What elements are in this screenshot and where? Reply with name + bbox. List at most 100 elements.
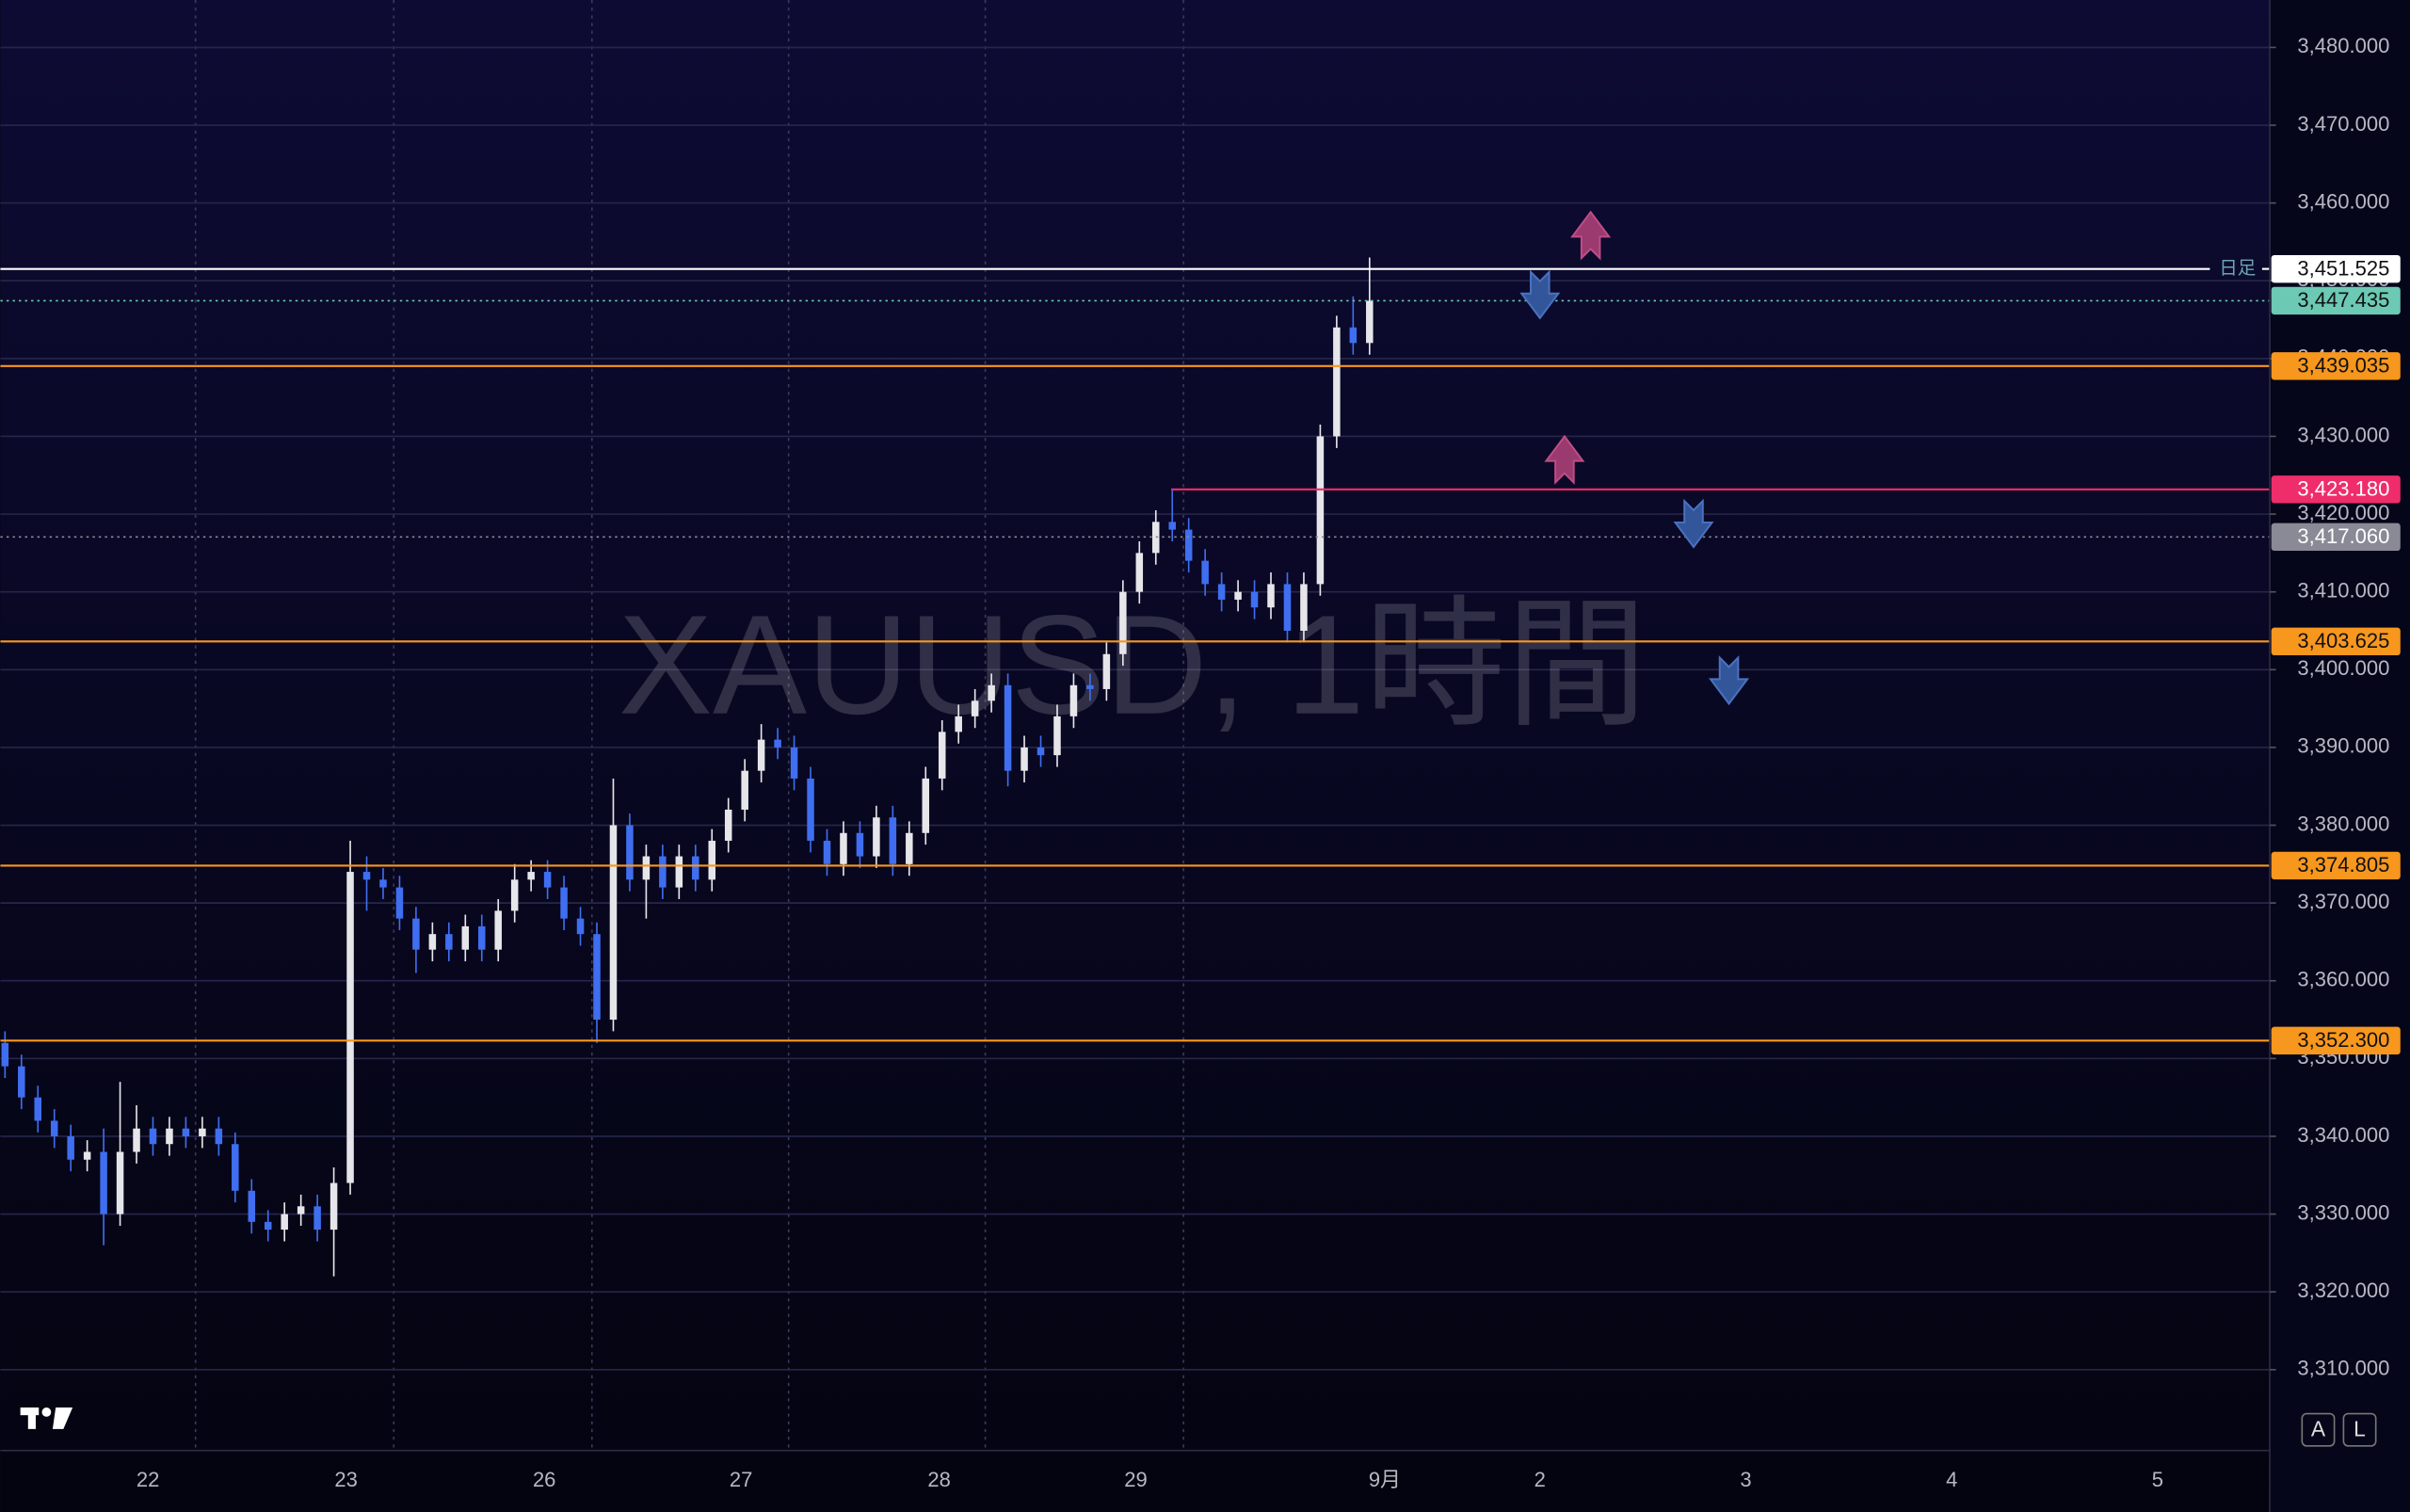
candle-body <box>988 684 995 701</box>
candle-body <box>100 1151 107 1214</box>
candle-body <box>461 925 470 950</box>
candle-body <box>675 856 683 888</box>
price-lines: 日足 <box>0 258 2271 1042</box>
y-tick-label: 3,400.000 <box>2297 656 2389 680</box>
logo-part <box>52 1407 73 1429</box>
candle-body <box>395 887 404 919</box>
price-label-box <box>2271 352 2401 380</box>
candle-body <box>346 872 354 1183</box>
candle-body <box>1168 522 1176 530</box>
price-label: 3,352.300 <box>2297 1028 2389 1052</box>
x-tick-label: 28 <box>927 1468 951 1491</box>
candle-body <box>149 1128 157 1145</box>
candle-body <box>1053 716 1061 756</box>
candle-body <box>971 700 979 716</box>
x-tick-label: 27 <box>730 1468 753 1491</box>
axis-labels: 3,310.000 3,320.000 3,330.000 3,340.000 3,35… <box>137 34 2401 1491</box>
candle-body <box>34 1097 42 1121</box>
candle-body <box>560 887 568 919</box>
candle-body <box>626 825 634 880</box>
price-label-box <box>2271 627 2401 656</box>
candle-body <box>889 817 897 864</box>
y-tick-label: 3,460.000 <box>2297 189 2389 213</box>
candle-body <box>543 872 552 888</box>
x-tick-label: 29 <box>1124 1468 1148 1491</box>
candle-body <box>264 1221 272 1231</box>
candle-body <box>724 809 732 842</box>
candle-body <box>708 841 716 880</box>
scale-button-label[interactable]: A <box>2311 1417 2326 1441</box>
candle-body <box>1316 436 1325 585</box>
price-label: 3,403.625 <box>2297 629 2389 652</box>
candle-body <box>873 817 880 857</box>
candle-body <box>281 1214 288 1231</box>
candle-body <box>1086 684 1094 689</box>
y-tick-label: 3,390.000 <box>2297 734 2389 758</box>
scale-button[interactable] <box>2342 1412 2377 1447</box>
candle-body <box>18 1066 25 1098</box>
x-tick-label: 5 <box>2152 1468 2163 1491</box>
grid <box>0 0 2271 1451</box>
tv-logo <box>20 1407 73 1429</box>
signal-arrows <box>1519 210 1750 706</box>
candle-body <box>428 934 437 950</box>
price-label: 3,423.180 <box>2297 476 2389 500</box>
price-label-box <box>2271 1026 2401 1055</box>
candle-body <box>593 934 601 1021</box>
candle-body <box>166 1128 173 1145</box>
candle-body <box>642 856 651 880</box>
scale-button[interactable] <box>2301 1412 2336 1447</box>
candle-body <box>1004 684 1012 771</box>
logo-part <box>27 1407 36 1429</box>
y-tick-label: 3,310.000 <box>2297 1357 2389 1380</box>
candle-body <box>1333 327 1341 437</box>
candle-body <box>527 872 535 880</box>
y-tick-label: 3,480.000 <box>2297 34 2389 57</box>
candle-body <box>1300 584 1308 631</box>
x-tick-label: 23 <box>334 1468 358 1491</box>
candle-body <box>692 856 699 880</box>
down-arrow <box>1673 498 1714 549</box>
candle-body <box>1184 529 1193 561</box>
price-label-box <box>2271 254 2401 283</box>
price-label: 3,447.435 <box>2297 288 2389 312</box>
candle-body <box>67 1135 74 1160</box>
candle-body <box>379 879 387 888</box>
y-tick-label: 3,380.000 <box>2297 812 2389 835</box>
candle-body <box>1366 300 1374 344</box>
x-tick-label: 2 <box>1534 1468 1546 1491</box>
price-line-tag: 日足 <box>2219 258 2256 279</box>
price-label: 3,417.060 <box>2297 524 2389 548</box>
candle-body <box>1135 553 1144 592</box>
candle-body <box>906 832 913 864</box>
candle-body <box>182 1128 190 1136</box>
up-arrow <box>1544 434 1585 485</box>
up-arrow <box>1570 210 1612 261</box>
candle-body <box>922 778 930 833</box>
x-tick-label: 9月 <box>1369 1468 1401 1491</box>
price-label-box <box>2271 475 2401 504</box>
scale-button-label[interactable]: L <box>2354 1417 2366 1441</box>
candle-body <box>1201 560 1209 585</box>
candle-body <box>1283 584 1292 631</box>
candle-body <box>856 832 864 857</box>
candle-body <box>1119 591 1127 654</box>
logo-part <box>41 1407 52 1417</box>
price-label-box <box>2271 523 2401 552</box>
price-label: 3,374.805 <box>2297 853 2389 877</box>
candle-body <box>1036 747 1045 756</box>
candle-body <box>248 1190 256 1222</box>
candle-body <box>232 1144 239 1191</box>
x-tick-label: 26 <box>533 1468 556 1491</box>
candle-body <box>362 872 371 880</box>
watermark: XAUUSD, 1時間 <box>619 586 1647 744</box>
y-tick-label: 3,470.000 <box>2297 112 2389 136</box>
y-tick-label: 3,370.000 <box>2297 890 2389 913</box>
y-tick-label: 3,410.000 <box>2297 578 2389 602</box>
candle-body <box>494 910 502 950</box>
y-tick-label: 3,340.000 <box>2297 1123 2389 1147</box>
